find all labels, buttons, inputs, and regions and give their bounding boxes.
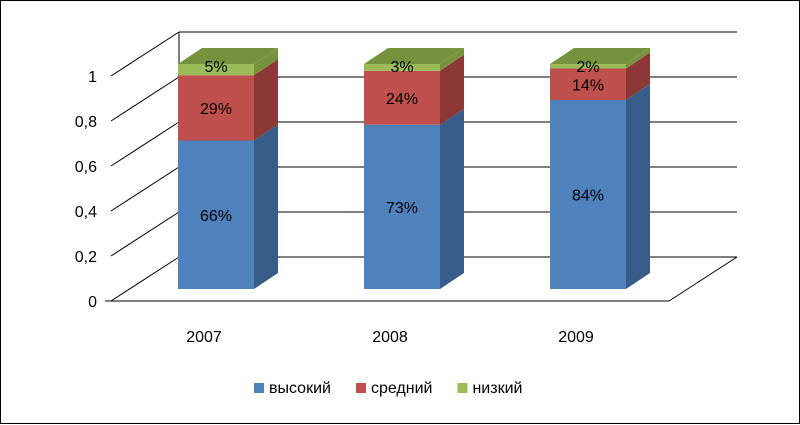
data-label: 84% [572, 188, 604, 205]
bar-front [550, 100, 626, 289]
bar-front [550, 68, 626, 100]
x-category-label: 2008 [372, 329, 408, 346]
bar-side [254, 59, 278, 141]
y-tick-label: 1 [88, 69, 97, 86]
gridline-diagonal [110, 256, 180, 302]
legend-item-низкий: низкий [457, 380, 522, 397]
legend: высокий средний низкий [254, 380, 522, 397]
bar-segment-низкий [550, 48, 650, 69]
bar-side [626, 84, 650, 289]
bar-segment-средний [550, 52, 650, 100]
legend-item-высокий: высокий [254, 380, 331, 397]
bar-segment-высокий [178, 124, 278, 289]
y-tick-label: 0 [88, 294, 97, 311]
data-label: 2% [576, 59, 599, 76]
data-label: 73% [386, 200, 418, 217]
bar-side [440, 108, 464, 289]
bar-top [178, 48, 278, 64]
x-category-label: 2007 [186, 329, 222, 346]
chart-floor [105, 256, 738, 302]
y-axis-labels: 0 0,2 0,4 0,6 0,8 1 [75, 69, 97, 311]
legend-label: высокий [269, 380, 331, 397]
legend-label: низкий [472, 380, 522, 397]
bar-segment-высокий [550, 84, 650, 289]
gridline-diagonal [110, 211, 180, 257]
bar-front [178, 64, 254, 76]
y-tick-label: 0,4 [75, 204, 97, 221]
legend-swatch [355, 383, 366, 393]
bar-front [178, 140, 254, 289]
bar-top [364, 48, 464, 64]
bar-front [364, 64, 440, 71]
bar-segment-средний [364, 54, 464, 125]
data-label: 14% [572, 77, 604, 94]
y-tick-label: 0,6 [75, 159, 97, 176]
data-label: 29% [200, 101, 232, 118]
bar-segment-высокий [364, 108, 464, 289]
data-label: 24% [386, 91, 418, 108]
bars-group [178, 48, 650, 289]
legend-item-средний: средний [355, 380, 433, 397]
gridline-diagonal [110, 121, 180, 167]
bar-side [626, 52, 650, 100]
bar-segment-средний [178, 59, 278, 141]
bar-side [440, 54, 464, 125]
bar-segment-низкий [178, 48, 278, 76]
data-labels: 66% 29% 5% 73% 24% 3% 84% 14%2% [200, 59, 604, 225]
legend-swatch [254, 383, 264, 393]
bar-side [626, 48, 650, 69]
bar-side [254, 124, 278, 289]
bar-front [364, 124, 440, 289]
x-category-label: 2009 [558, 329, 594, 346]
bar-front [178, 75, 254, 141]
bar-side [440, 48, 464, 71]
legend-label: средний [371, 380, 433, 397]
data-label: 5% [204, 59, 227, 76]
data-label: 66% [200, 208, 232, 225]
data-label: 3% [390, 59, 413, 76]
gridline-diagonal [110, 76, 180, 122]
bar-segment-низкий [364, 48, 464, 71]
x-axis-labels: 2007 2008 2009 [186, 329, 594, 346]
y-tick-label: 0,8 [75, 114, 97, 131]
bar-top [550, 48, 650, 64]
gridline-diagonal [110, 166, 180, 212]
bar-front [550, 64, 626, 69]
y-tick-label: 0,2 [75, 249, 97, 266]
bar-side [254, 48, 278, 76]
bar-front [364, 70, 440, 125]
legend-swatch [457, 383, 468, 393]
floor-right-edge [668, 256, 738, 302]
gridline-diagonal [110, 31, 180, 77]
